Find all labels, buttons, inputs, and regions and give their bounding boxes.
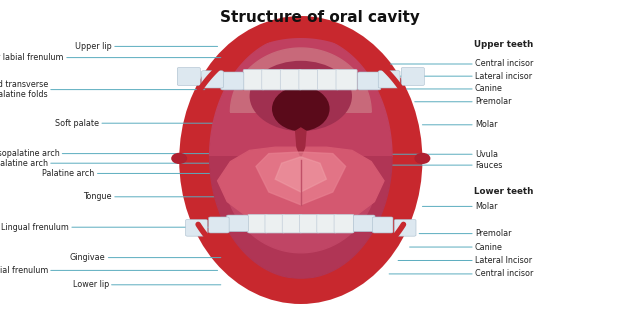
- Text: Structure of oral cavity: Structure of oral cavity: [220, 10, 420, 25]
- Ellipse shape: [250, 61, 352, 131]
- Text: Central incisor: Central incisor: [390, 60, 533, 68]
- Ellipse shape: [272, 86, 330, 131]
- Text: Upper teeth: Upper teeth: [474, 40, 533, 49]
- FancyBboxPatch shape: [221, 72, 244, 90]
- FancyBboxPatch shape: [202, 71, 223, 88]
- Text: Fauces: Fauces: [389, 161, 502, 170]
- Text: Molar: Molar: [422, 120, 497, 129]
- FancyBboxPatch shape: [243, 69, 264, 90]
- Text: Lateral Incisor: Lateral Incisor: [398, 256, 532, 265]
- FancyBboxPatch shape: [358, 72, 381, 90]
- Text: Inferior labial frenulum: Inferior labial frenulum: [0, 266, 218, 275]
- FancyBboxPatch shape: [334, 214, 354, 233]
- Polygon shape: [230, 48, 371, 112]
- Text: Lower lip: Lower lip: [72, 280, 221, 289]
- FancyBboxPatch shape: [353, 215, 375, 232]
- Text: Soft palate: Soft palate: [55, 119, 214, 128]
- FancyBboxPatch shape: [378, 71, 400, 88]
- Polygon shape: [256, 152, 346, 205]
- FancyBboxPatch shape: [317, 214, 337, 233]
- Ellipse shape: [415, 153, 431, 164]
- FancyBboxPatch shape: [186, 220, 207, 236]
- Text: Central incisor: Central incisor: [389, 269, 533, 278]
- FancyBboxPatch shape: [394, 220, 416, 236]
- FancyBboxPatch shape: [280, 69, 301, 90]
- Text: Palatine arch: Palatine arch: [42, 169, 221, 178]
- FancyBboxPatch shape: [401, 68, 424, 85]
- Text: Lingual frenulum: Lingual frenulum: [1, 223, 230, 232]
- FancyBboxPatch shape: [300, 214, 319, 233]
- Text: Upper lip: Upper lip: [76, 42, 218, 51]
- FancyBboxPatch shape: [336, 69, 357, 90]
- Polygon shape: [210, 157, 392, 278]
- FancyBboxPatch shape: [282, 214, 302, 233]
- Text: Hard palate and transverse
palatine folds: Hard palate and transverse palatine fold…: [0, 80, 205, 99]
- Text: Canine: Canine: [406, 84, 503, 93]
- Text: Canine: Canine: [410, 243, 503, 252]
- FancyBboxPatch shape: [265, 214, 285, 233]
- FancyBboxPatch shape: [372, 217, 393, 233]
- Text: Gingivae: Gingivae: [70, 253, 221, 262]
- FancyBboxPatch shape: [227, 215, 248, 232]
- Polygon shape: [218, 147, 384, 227]
- Text: Uvula: Uvula: [389, 150, 498, 159]
- Polygon shape: [296, 128, 306, 157]
- Polygon shape: [224, 173, 378, 253]
- Ellipse shape: [179, 16, 422, 304]
- FancyBboxPatch shape: [209, 217, 229, 233]
- Text: Lower teeth: Lower teeth: [474, 188, 533, 196]
- FancyBboxPatch shape: [177, 68, 200, 85]
- Text: Molar: Molar: [422, 202, 497, 211]
- Text: Premolar: Premolar: [419, 229, 511, 238]
- FancyBboxPatch shape: [262, 69, 283, 90]
- Ellipse shape: [172, 153, 187, 164]
- Text: Tongue: Tongue: [83, 192, 218, 201]
- Text: Glossopalatine arch: Glossopalatine arch: [0, 149, 218, 158]
- FancyBboxPatch shape: [248, 214, 268, 233]
- Text: Premolar: Premolar: [415, 97, 511, 106]
- Text: Pharyngopalatine arch: Pharyngopalatine arch: [0, 159, 214, 168]
- Ellipse shape: [209, 35, 392, 278]
- Polygon shape: [275, 157, 326, 192]
- Text: Superior labial frenulum: Superior labial frenulum: [0, 53, 221, 62]
- FancyBboxPatch shape: [299, 69, 320, 90]
- FancyBboxPatch shape: [317, 69, 339, 90]
- Polygon shape: [210, 35, 392, 157]
- Text: Lateral incisor: Lateral incisor: [397, 72, 532, 81]
